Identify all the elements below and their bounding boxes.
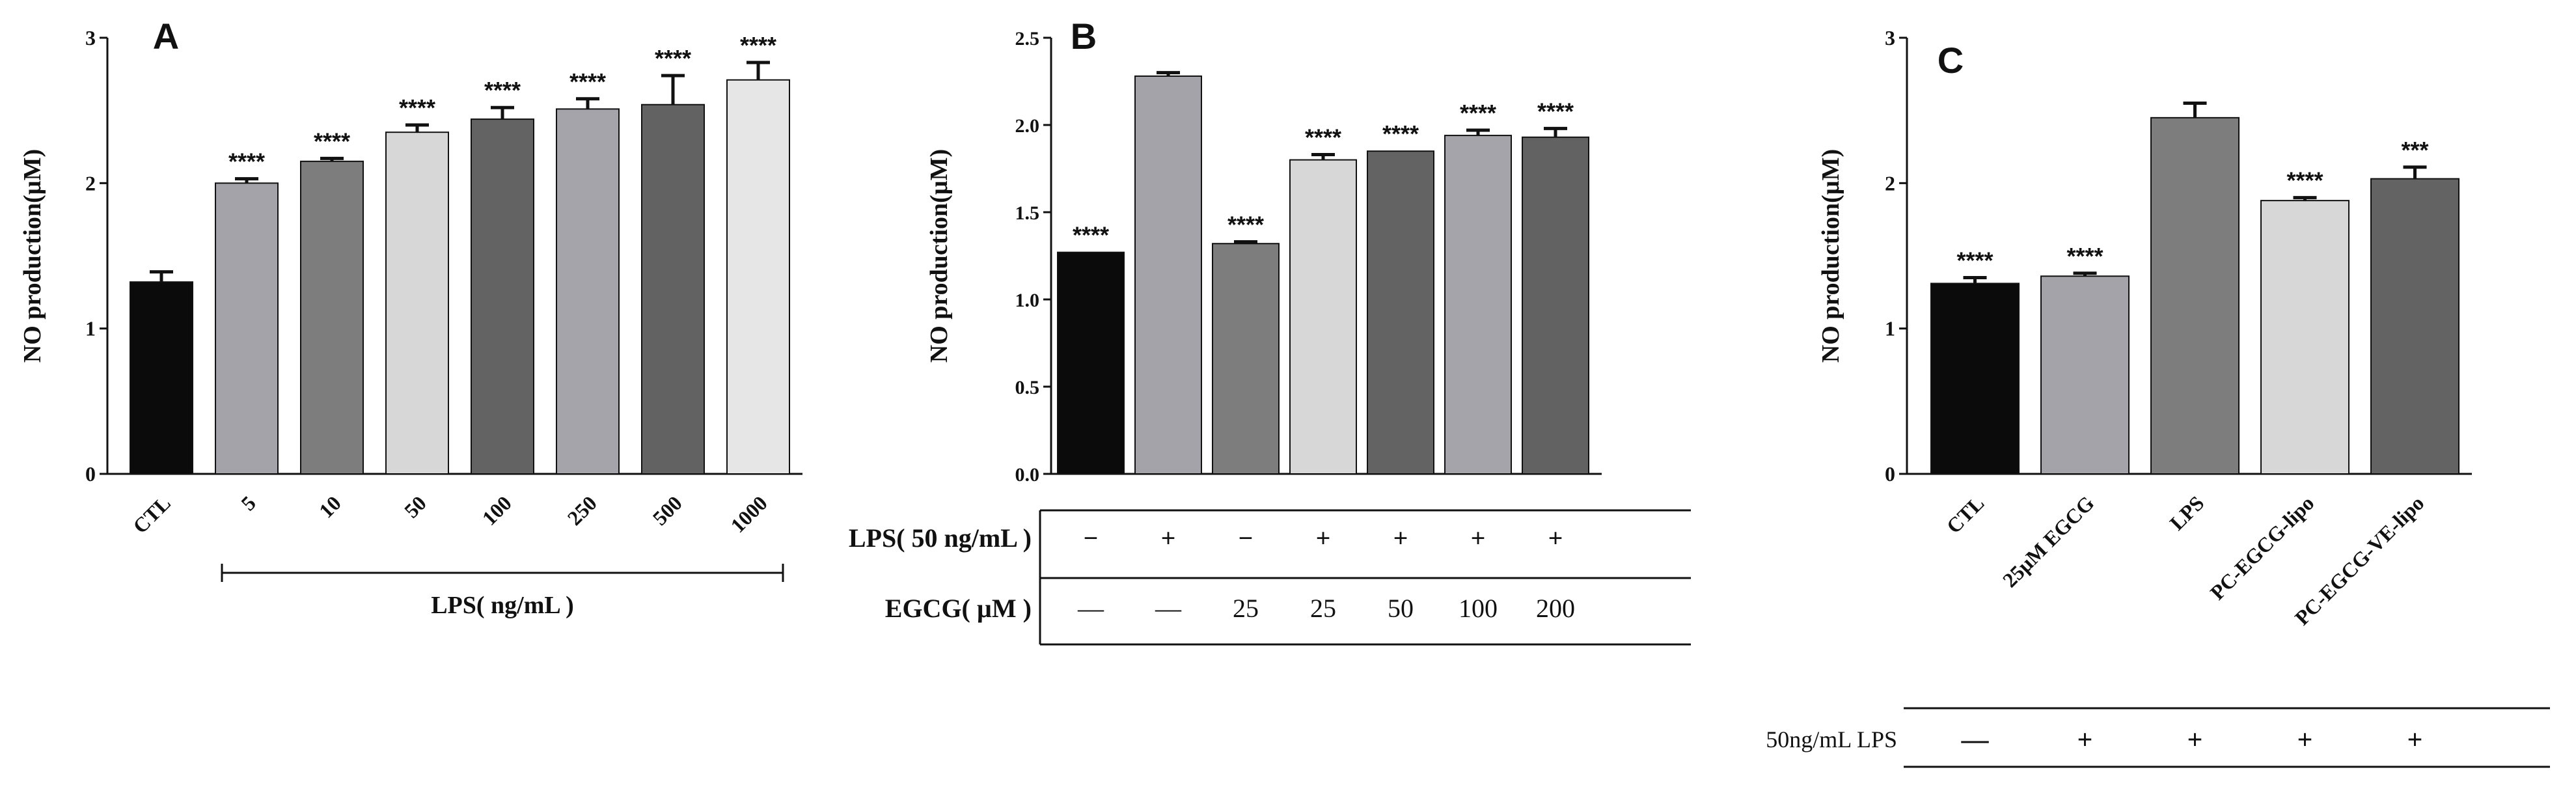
panel-b-table-cell: 50 [1388,594,1414,623]
panel-c-table-cell: + [2407,725,2423,755]
panel-a-significance-stars: **** [314,128,350,154]
panel-b-table-cell: + [1471,523,1486,553]
panel-c-category-label: 25µM EGCG [1998,491,2099,592]
panel-a-label: A [153,16,179,57]
panel-a-significance-stars: **** [228,148,265,175]
panel-a-category-label: 500 [648,491,687,529]
panel-b-bar [1289,159,1357,475]
panel-a-significance-stars: **** [484,77,521,103]
panel-c-category-label: CTL [1941,491,1988,538]
panel-a-category-label: CTL [128,491,175,538]
panel-c-significance-stars: **** [2286,167,2323,194]
panel-c-y-tick-label: 1 [1885,317,1895,340]
panel-b-bar [1444,135,1512,475]
panel-b-significance-stars: **** [1305,124,1341,151]
panel-a-category-label: 50 [400,491,431,522]
panel-c-label: C [1938,40,1964,81]
panel-b-bar [1057,251,1125,475]
panel-a-y-tick-label: 0 [85,462,96,486]
panel-c-y-tick-label: 2 [1885,171,1895,195]
panel-c-table-row-label: 50ng/mL LPS [1766,726,1897,752]
panel-b-table-row-label: LPS( 50 ng/mL ) [849,523,1032,553]
panel-a-y-tick-label: 2 [85,171,96,195]
panel-a-category-label: 5 [236,491,260,515]
panel-b-table-row-label: EGCG( µM ) [885,594,1032,623]
panel-a-y-tick-label: 1 [85,317,96,340]
panel-a-category-label: 100 [478,491,516,529]
panel-a-significance-stars: **** [569,68,606,95]
panel-b-table-cell: 100 [1459,594,1498,623]
panel-c-category-label: PC-EGCG-lipo [2206,491,2319,604]
panel-a-bar [215,182,279,475]
panel-b-bar [1212,243,1280,475]
panel-b-significance-stars: **** [1460,100,1496,126]
panel-a-bar [726,79,790,475]
panel-b-y-tick-label: 2.5 [1015,28,1040,49]
panel-b-table-cell: + [1161,523,1176,553]
panel-b-table-cell: — [1077,594,1104,623]
panel-b-significance-stars: **** [1073,222,1109,249]
panel-a-y-axis-label: NO production(µM) [19,149,46,363]
panel-c-significance-stars: **** [1956,247,1993,274]
panel-a-y-tick-label: 3 [85,26,96,49]
panel-c-table-cell: + [2187,725,2203,755]
panel-a-x-axis-label: LPS( ng/mL ) [431,592,574,619]
panel-b-table-cell: — [1155,594,1182,623]
panel-c-table-cell: — [1961,725,1990,755]
panel-b-y-tick-label: 1.5 [1015,202,1040,224]
panel-b-y-tick-label: 0.5 [1015,377,1040,398]
panel-b-y-tick-label: 0.0 [1015,464,1040,486]
panel-b-table-cell: 25 [1233,594,1259,623]
panel-c-y-axis-label: NO production(µM) [1817,149,1844,363]
panel-a-category-label: 250 [563,491,601,529]
panel-b-table-cell: 25 [1310,594,1336,623]
panel-b-table-cell: 200 [1536,594,1575,623]
panel-c-table-cell: + [2077,725,2093,755]
panel-a-bar [471,118,534,475]
panel-c-bar [1930,283,2020,475]
panel-b-label: B [1071,16,1097,57]
panel-a-bar [300,160,364,475]
panel-b-y-tick-label: 2.0 [1015,115,1040,137]
panel-b-bar [1367,150,1434,475]
panel-c-bar [2260,200,2350,475]
panel-b-table-cell: − [1239,523,1254,553]
panel-c-table-cell: + [2297,725,2313,755]
panel-a-bar [385,131,449,475]
panel-c-category-label: LPS [2165,491,2208,534]
panel-c-significance-stars: *** [2401,137,2428,163]
panel-b-table-cell: + [1548,523,1563,553]
panel-a-bar [556,108,620,475]
panel-b-table-cell: − [1084,523,1099,553]
panel-a-bar [130,281,193,475]
panel-b-y-axis-label: NO production(µM) [925,149,953,363]
panel-a-significance-stars: **** [740,32,776,59]
panel-b-significance-stars: **** [1537,98,1574,124]
panel-c-bar [2150,117,2240,475]
panel-a-significance-stars: **** [655,45,691,72]
panel-a-category-label: 1000 [726,491,772,537]
panel-b-significance-stars: **** [1382,120,1419,147]
panel-c-y-tick-label: 0 [1885,462,1895,486]
panel-c-y-tick-label: 3 [1885,26,1895,49]
panel-c-bar [2370,178,2460,475]
panel-a-significance-stars: **** [399,94,435,121]
panel-b-significance-stars: **** [1227,212,1264,238]
panel-c-bar [2040,275,2130,475]
panel-b-y-tick-label: 1.0 [1015,290,1040,311]
panel-b-bar [1134,75,1202,475]
panel-b-table-cell: + [1393,523,1408,553]
panel-b-bar [1522,136,1589,475]
panel-a-bar [641,103,705,475]
panel-c-significance-stars: **** [2066,243,2103,269]
panel-a-category-label: 10 [314,491,346,522]
panel-b-table-cell: + [1316,523,1331,553]
